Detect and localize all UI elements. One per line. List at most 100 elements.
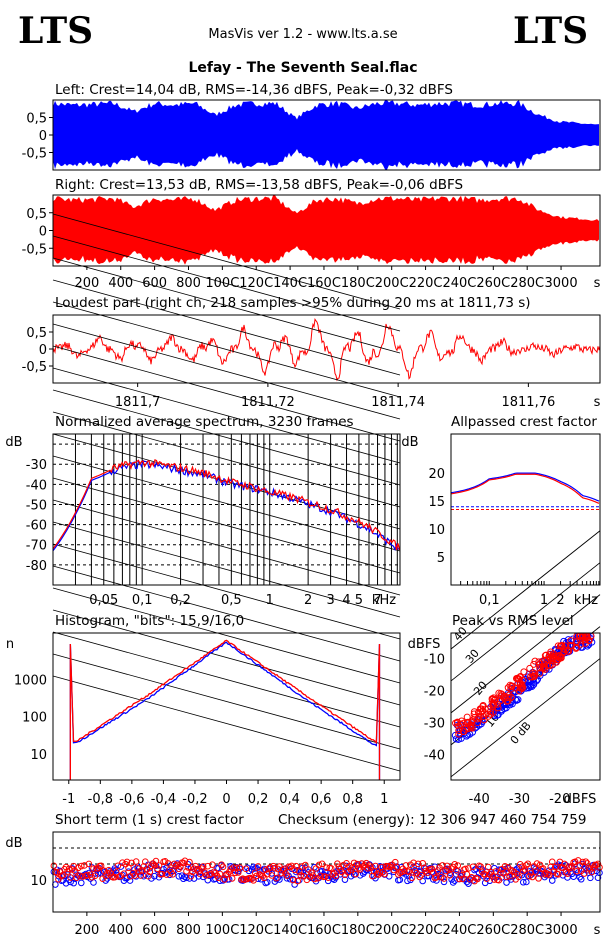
x-tick-label: 2	[304, 593, 312, 608]
short-crest-right-point	[321, 873, 329, 880]
x-tick-label: 1	[266, 593, 274, 608]
peak-rms-right-point	[507, 685, 515, 693]
peak-rms-right-point	[458, 717, 466, 725]
short-crest-right-point	[158, 870, 166, 878]
short-crest-right-point	[298, 863, 306, 870]
short-crest-right-point	[506, 872, 513, 880]
short-crest-left-point	[465, 880, 472, 887]
x-tick-label: 0,4	[279, 792, 300, 807]
x-tick-label: 140C	[273, 923, 307, 938]
spectrum-slope-line	[52, 411, 401, 508]
short-crest-right-point	[503, 873, 510, 881]
short-term-crest-title: Short term (1 s) crest factor	[55, 812, 244, 828]
short-crest-right-point	[239, 875, 247, 882]
x-tick-label: 120C	[239, 276, 273, 291]
short-crest-right-point	[204, 862, 212, 870]
short-crest-right-point	[428, 865, 436, 873]
x-tick-label: 180C	[341, 276, 375, 291]
short-crest-left-point	[519, 878, 527, 886]
x-tick-label: 3	[326, 593, 334, 608]
short-crest-right-point	[533, 860, 541, 867]
y-tick-label: 5	[437, 551, 445, 566]
short-crest-right-point	[545, 871, 553, 879]
short-crest-right-point	[487, 868, 495, 876]
short-crest-right-point	[352, 870, 359, 878]
peak-rms-right-point	[535, 658, 543, 666]
short-crest-right-point	[79, 873, 87, 880]
short-crest-right-point	[492, 868, 500, 875]
peak-rms-right-point	[484, 712, 492, 720]
y-tick-label: -70	[26, 539, 47, 554]
x-unit-label: s	[594, 395, 601, 410]
y-tick-label: -20	[424, 685, 445, 700]
short-crest-right-point	[154, 865, 161, 873]
short-crest-right-point	[355, 864, 362, 872]
short-crest-right-point	[81, 862, 88, 869]
spectrum-slope-line	[52, 543, 401, 640]
short-crest-right-point	[106, 869, 114, 877]
spectrum-grid	[52, 213, 401, 772]
peak-rms-right-point	[475, 712, 483, 720]
short-crest-right-point	[323, 864, 330, 871]
short-crest-right-point	[448, 865, 455, 873]
short-crest-right-point	[451, 861, 458, 868]
short-crest-right-point	[152, 857, 160, 865]
short-crest-right-point	[266, 864, 274, 871]
x-tick-label: 200	[74, 276, 99, 291]
spectrum-slope-line	[52, 521, 401, 618]
short-crest-right-point	[209, 861, 216, 868]
spectrum-slope-line	[52, 367, 401, 464]
peak-rms-right-point	[531, 672, 539, 680]
peak-rms-frame	[450, 632, 601, 781]
crest-right-line	[450, 473, 600, 504]
short-crest-right-point	[481, 871, 489, 878]
short-crest-right-point	[58, 872, 65, 880]
short-crest-right-point	[385, 862, 393, 870]
x-unit-label: dBFS	[564, 792, 597, 807]
peak-rms-right-point	[573, 638, 581, 646]
peak-rms-right-point	[463, 713, 471, 721]
short-crest-right-point	[318, 860, 326, 868]
y-tick-label: 10	[428, 523, 445, 538]
x-tick-label: 1	[380, 792, 388, 807]
short-crest-right-point	[452, 866, 460, 874]
x-tick-label: 200C	[375, 923, 409, 938]
peak-rms-right-point	[556, 654, 564, 662]
short-crest-right-point	[567, 864, 574, 872]
short-crest-right-point	[565, 863, 573, 870]
spectrum-slope-line	[52, 235, 401, 332]
short-crest-right-point	[548, 858, 556, 866]
histogram-title: Histogram, "bits": 15,9/16,0	[55, 613, 245, 629]
x-tick-label: 0,05	[89, 593, 118, 608]
spectrum-slope-line	[52, 279, 401, 376]
y-tick-label: 0,5	[26, 207, 47, 222]
x-tick-label: 5	[355, 593, 363, 608]
short-crest-right-point	[437, 873, 445, 881]
short-crest-right-point	[596, 864, 603, 871]
short-crest-right-point	[594, 860, 602, 868]
peak-rms-right-point	[516, 673, 524, 681]
short-crest-left-point	[440, 878, 448, 886]
short-crest-right-point	[555, 870, 562, 878]
spectrum-slope-line	[52, 587, 401, 684]
histogram-right-line	[69, 639, 381, 780]
x-tick-label: 2	[556, 593, 564, 608]
short-crest-right-point	[317, 872, 324, 880]
short-crest-right-point	[85, 860, 93, 868]
short-crest-right-point	[372, 862, 379, 870]
histogram-y-label: n	[6, 637, 14, 652]
short-crest-right-point	[433, 873, 440, 881]
short-crest-right-point	[113, 869, 120, 876]
peak-rms-right-point	[558, 641, 566, 649]
short-crest-right-point	[164, 860, 172, 867]
short-crest-right-point	[183, 867, 190, 875]
y-tick-label: 20	[428, 467, 445, 482]
peak-rms-right-point	[568, 642, 576, 650]
crest-diagonal-line	[450, 530, 601, 650]
short-crest-right-point	[346, 862, 353, 870]
peak-rms-right-point	[505, 691, 513, 699]
x-tick-label: -40	[469, 792, 490, 807]
spectrum-slope-line	[52, 609, 401, 706]
short-crest-right-point	[327, 865, 335, 872]
short-crest-right-point	[571, 858, 579, 866]
